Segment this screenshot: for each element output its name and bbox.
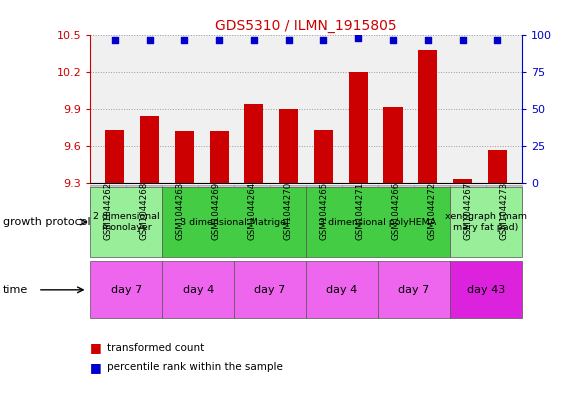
Bar [488, 150, 507, 183]
Point [354, 35, 363, 41]
Point [249, 37, 258, 43]
Text: GSM1044273: GSM1044273 [499, 182, 508, 241]
Point [388, 37, 398, 43]
Text: GSM1044263: GSM1044263 [175, 182, 185, 241]
Text: time: time [3, 285, 28, 295]
Text: day 7: day 7 [111, 285, 142, 295]
Text: day 7: day 7 [255, 285, 286, 295]
Point [284, 37, 293, 43]
Bar [209, 131, 229, 183]
Text: GSM1044272: GSM1044272 [427, 182, 437, 241]
Text: day 43: day 43 [467, 285, 505, 295]
Bar [244, 104, 264, 183]
Bar [105, 130, 124, 183]
Text: transformed count: transformed count [107, 343, 204, 353]
Text: day 7: day 7 [398, 285, 430, 295]
Bar [314, 130, 333, 183]
Text: GSM1044267: GSM1044267 [463, 182, 472, 241]
Text: percentile rank within the sample: percentile rank within the sample [107, 362, 283, 373]
Text: GSM1044262: GSM1044262 [104, 182, 113, 241]
Bar [453, 179, 472, 183]
Text: day 4: day 4 [182, 285, 214, 295]
Point [110, 37, 120, 43]
Point [493, 37, 502, 43]
Text: GSM1044268: GSM1044268 [140, 182, 149, 241]
Point [145, 37, 154, 43]
Point [180, 37, 189, 43]
Text: GSM1044269: GSM1044269 [212, 182, 221, 240]
Text: 3 dimensional polyHEMA: 3 dimensional polyHEMA [319, 218, 437, 226]
Text: day 4: day 4 [326, 285, 357, 295]
Bar [384, 107, 403, 183]
Text: GSM1044266: GSM1044266 [391, 182, 401, 241]
Bar [418, 50, 437, 183]
Point [319, 37, 328, 43]
Bar [140, 116, 159, 183]
Bar [349, 72, 368, 183]
Bar [279, 109, 298, 183]
Text: GSM1044271: GSM1044271 [356, 182, 364, 241]
Title: GDS5310 / ILMN_1915805: GDS5310 / ILMN_1915805 [215, 19, 397, 33]
Text: ■: ■ [90, 361, 102, 374]
Text: ■: ■ [90, 341, 102, 354]
Point [215, 37, 224, 43]
Text: 2 dimensional
monolayer: 2 dimensional monolayer [93, 212, 160, 232]
Bar [175, 131, 194, 183]
Point [458, 37, 468, 43]
Text: xenograph (mam
mary fat pad): xenograph (mam mary fat pad) [445, 212, 527, 232]
Text: 3 dimensional Matrigel: 3 dimensional Matrigel [180, 218, 289, 226]
Text: growth protocol: growth protocol [3, 217, 90, 227]
Point [423, 37, 433, 43]
Text: GSM1044265: GSM1044265 [319, 182, 329, 241]
Text: GSM1044270: GSM1044270 [283, 182, 293, 241]
Text: GSM1044264: GSM1044264 [248, 182, 257, 241]
